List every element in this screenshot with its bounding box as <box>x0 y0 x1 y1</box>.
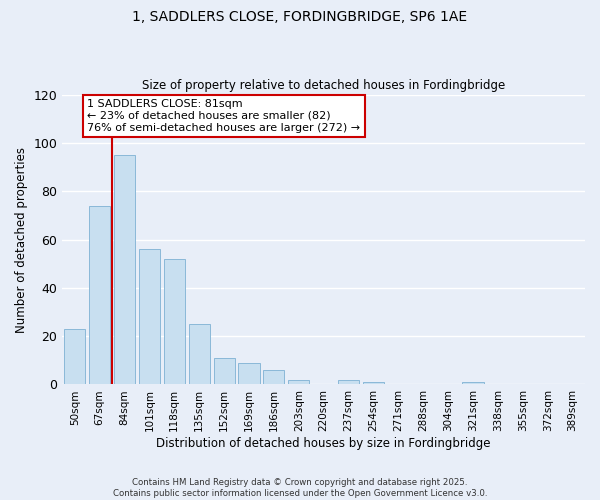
Title: Size of property relative to detached houses in Fordingbridge: Size of property relative to detached ho… <box>142 79 505 92</box>
Bar <box>114 155 135 384</box>
Bar <box>89 206 110 384</box>
Bar <box>288 380 310 384</box>
Text: Contains HM Land Registry data © Crown copyright and database right 2025.
Contai: Contains HM Land Registry data © Crown c… <box>113 478 487 498</box>
Bar <box>263 370 284 384</box>
Bar <box>64 329 85 384</box>
Bar <box>214 358 235 384</box>
Y-axis label: Number of detached properties: Number of detached properties <box>15 146 28 332</box>
Bar <box>238 362 260 384</box>
Bar <box>188 324 210 384</box>
Text: 1 SADDLERS CLOSE: 81sqm
← 23% of detached houses are smaller (82)
76% of semi-de: 1 SADDLERS CLOSE: 81sqm ← 23% of detache… <box>87 100 361 132</box>
Bar <box>338 380 359 384</box>
Bar <box>363 382 384 384</box>
Text: 1, SADDLERS CLOSE, FORDINGBRIDGE, SP6 1AE: 1, SADDLERS CLOSE, FORDINGBRIDGE, SP6 1A… <box>133 10 467 24</box>
X-axis label: Distribution of detached houses by size in Fordingbridge: Distribution of detached houses by size … <box>157 437 491 450</box>
Bar <box>164 259 185 384</box>
Bar <box>463 382 484 384</box>
Bar <box>139 249 160 384</box>
